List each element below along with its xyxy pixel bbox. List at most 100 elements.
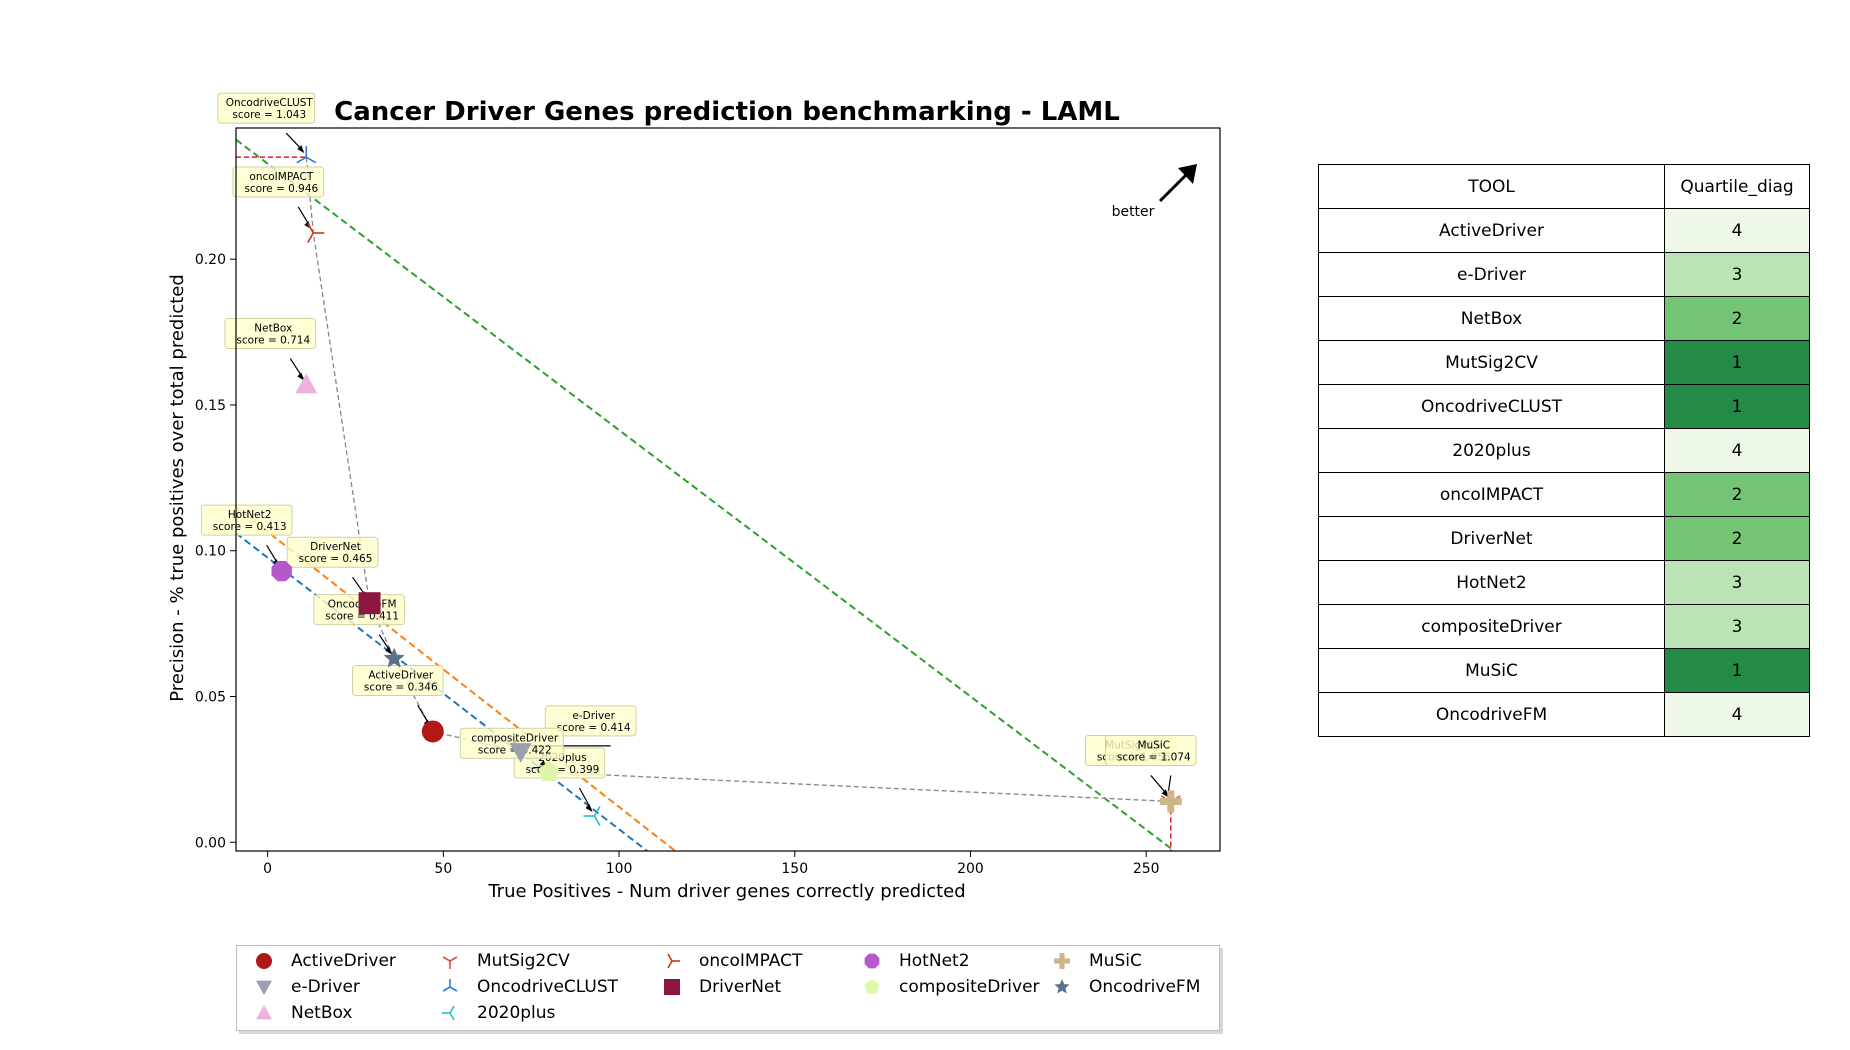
x-axis-label: True Positives - Num driver genes correc… <box>487 881 965 902</box>
y-tick-label: 0.10 <box>195 544 226 560</box>
table-row: OncodriveCLUST 1 <box>1318 384 1810 429</box>
annotation-label: score = 0.399 <box>526 764 600 776</box>
annotation-label: e-Driver <box>572 710 615 722</box>
table-cell-quartile: 1 <box>1664 384 1810 429</box>
table-cell-tool: OncodriveCLUST <box>1318 384 1665 429</box>
annotation-label: score = 0.946 <box>244 183 318 195</box>
point-oncodriveclust <box>296 146 317 164</box>
table-row: compositeDriver 3 <box>1318 604 1810 649</box>
chart-legend: ActiveDriver e-Driver NetBox MutSig2CV Oncod… <box>236 945 1220 1031</box>
legend-label: 2020plus <box>477 1003 556 1023</box>
table-cell-quartile: 4 <box>1664 208 1810 253</box>
table-cell-tool: MutSig2CV <box>1318 340 1665 385</box>
table-row: OncodriveFM 4 <box>1318 692 1810 737</box>
legend-item: OncodriveCLUST <box>435 976 618 998</box>
pareto-front-line <box>305 157 1171 803</box>
legend-marker-icon <box>442 1005 455 1021</box>
table-cell-quartile: 3 <box>1664 252 1810 297</box>
x-tick-label: 100 <box>606 861 633 877</box>
legend-label: HotNet2 <box>899 951 970 971</box>
annotation-label: score = 0.714 <box>236 335 310 347</box>
legend-marker-icon <box>664 979 680 995</box>
plot-frame <box>235 127 1221 852</box>
chart-title: Cancer Driver Genes prediction benchmark… <box>334 97 1120 127</box>
legend-label: OncodriveCLUST <box>477 977 619 997</box>
x-tick-label: 200 <box>957 861 984 877</box>
table-cell-quartile: 3 <box>1664 560 1810 605</box>
quartile-table: TOOL Quartile_diag ActiveDriver 4 e-Driver… <box>1318 164 1810 737</box>
point-oncodrivefm <box>383 647 405 668</box>
better-label: better <box>1112 204 1155 220</box>
legend-marker-icon <box>667 953 680 969</box>
y-tick-label: 0.05 <box>195 689 226 705</box>
y-tick-label: 0.20 <box>195 252 226 268</box>
legend-label: ActiveDriver <box>291 951 396 971</box>
annotation-label: score = 1.043 <box>232 109 306 121</box>
legend-marker-icon <box>256 953 272 969</box>
table-cell-tool: ActiveDriver <box>1318 208 1665 253</box>
legend-item: DriverNet <box>657 976 781 998</box>
legend-label: oncoIMPACT <box>699 951 803 971</box>
legend-item: MutSig2CV <box>435 950 570 972</box>
legend-marker-icon <box>256 1005 272 1020</box>
table-row: ActiveDriver 4 <box>1318 208 1810 253</box>
point-e-driver <box>509 743 532 763</box>
table-header-tool: TOOL <box>1318 164 1665 209</box>
legend-item: compositeDriver <box>857 976 1040 998</box>
table-cell-quartile: 2 <box>1664 516 1810 561</box>
legend-item: NetBox <box>249 1002 352 1024</box>
legend-label: NetBox <box>291 1003 353 1023</box>
table-cell-tool: oncoIMPACT <box>1318 472 1665 517</box>
x-tick-label: 250 <box>1133 861 1160 877</box>
better-indicator: better <box>1112 164 1197 220</box>
table-cell-quartile: 4 <box>1664 428 1810 473</box>
legend-label: e-Driver <box>291 977 360 997</box>
table-row: e-Driver 3 <box>1318 252 1810 297</box>
table-row: MuSiC 1 <box>1318 648 1810 693</box>
table-cell-tool: DriverNet <box>1318 516 1665 561</box>
legend-label: OncodriveFM <box>1089 977 1201 997</box>
table-header-quartile: Quartile_diag <box>1664 164 1810 209</box>
annotation-label: oncoIMPACT <box>249 171 313 183</box>
y-tick-label: 0.00 <box>195 835 226 851</box>
table-cell-quartile: 2 <box>1664 472 1810 517</box>
table-cell-quartile: 1 <box>1664 648 1810 693</box>
legend-label: compositeDriver <box>899 977 1040 997</box>
annotation-label: OncodriveCLUST <box>226 97 314 109</box>
table-cell-tool: compositeDriver <box>1318 604 1665 649</box>
point-drivernet <box>358 592 381 615</box>
point-oncoimpact <box>307 223 325 243</box>
y-tick-label: 0.15 <box>195 398 226 414</box>
legend-item: e-Driver <box>249 976 360 998</box>
legend-marker-icon <box>442 979 458 992</box>
legend-marker-icon <box>1054 979 1070 994</box>
table-cell-tool: MuSiC <box>1318 648 1665 693</box>
point-hotnet2 <box>271 560 292 582</box>
legend-item: ActiveDriver <box>249 950 396 972</box>
annotation-label: NetBox <box>254 323 292 335</box>
table-cell-tool: e-Driver <box>1318 252 1665 297</box>
table-cell-tool: OncodriveFM <box>1318 692 1665 737</box>
x-tick-label: 50 <box>434 861 452 877</box>
point-2020plus <box>583 806 601 826</box>
annotation-label: score = 0.411 <box>325 611 399 623</box>
table-cell-tool: NetBox <box>1318 296 1665 341</box>
table-row: 2020plus 4 <box>1318 428 1810 473</box>
point-activedriver <box>421 720 444 743</box>
table-row: HotNet2 3 <box>1318 560 1810 605</box>
annotation-label: ActiveDriver <box>368 669 433 681</box>
annotation-label: score = 0.346 <box>364 681 438 693</box>
legend-item: 2020plus <box>435 1002 555 1024</box>
annotation-label: HotNet2 <box>228 509 272 521</box>
legend-label: DriverNet <box>699 977 782 997</box>
annotation-label: score = 0.413 <box>213 521 287 533</box>
legend-marker-icon <box>256 980 272 995</box>
point-music <box>1159 790 1182 813</box>
annotation-label: compositeDriver <box>471 732 558 744</box>
table-cell-quartile: 2 <box>1664 296 1810 341</box>
